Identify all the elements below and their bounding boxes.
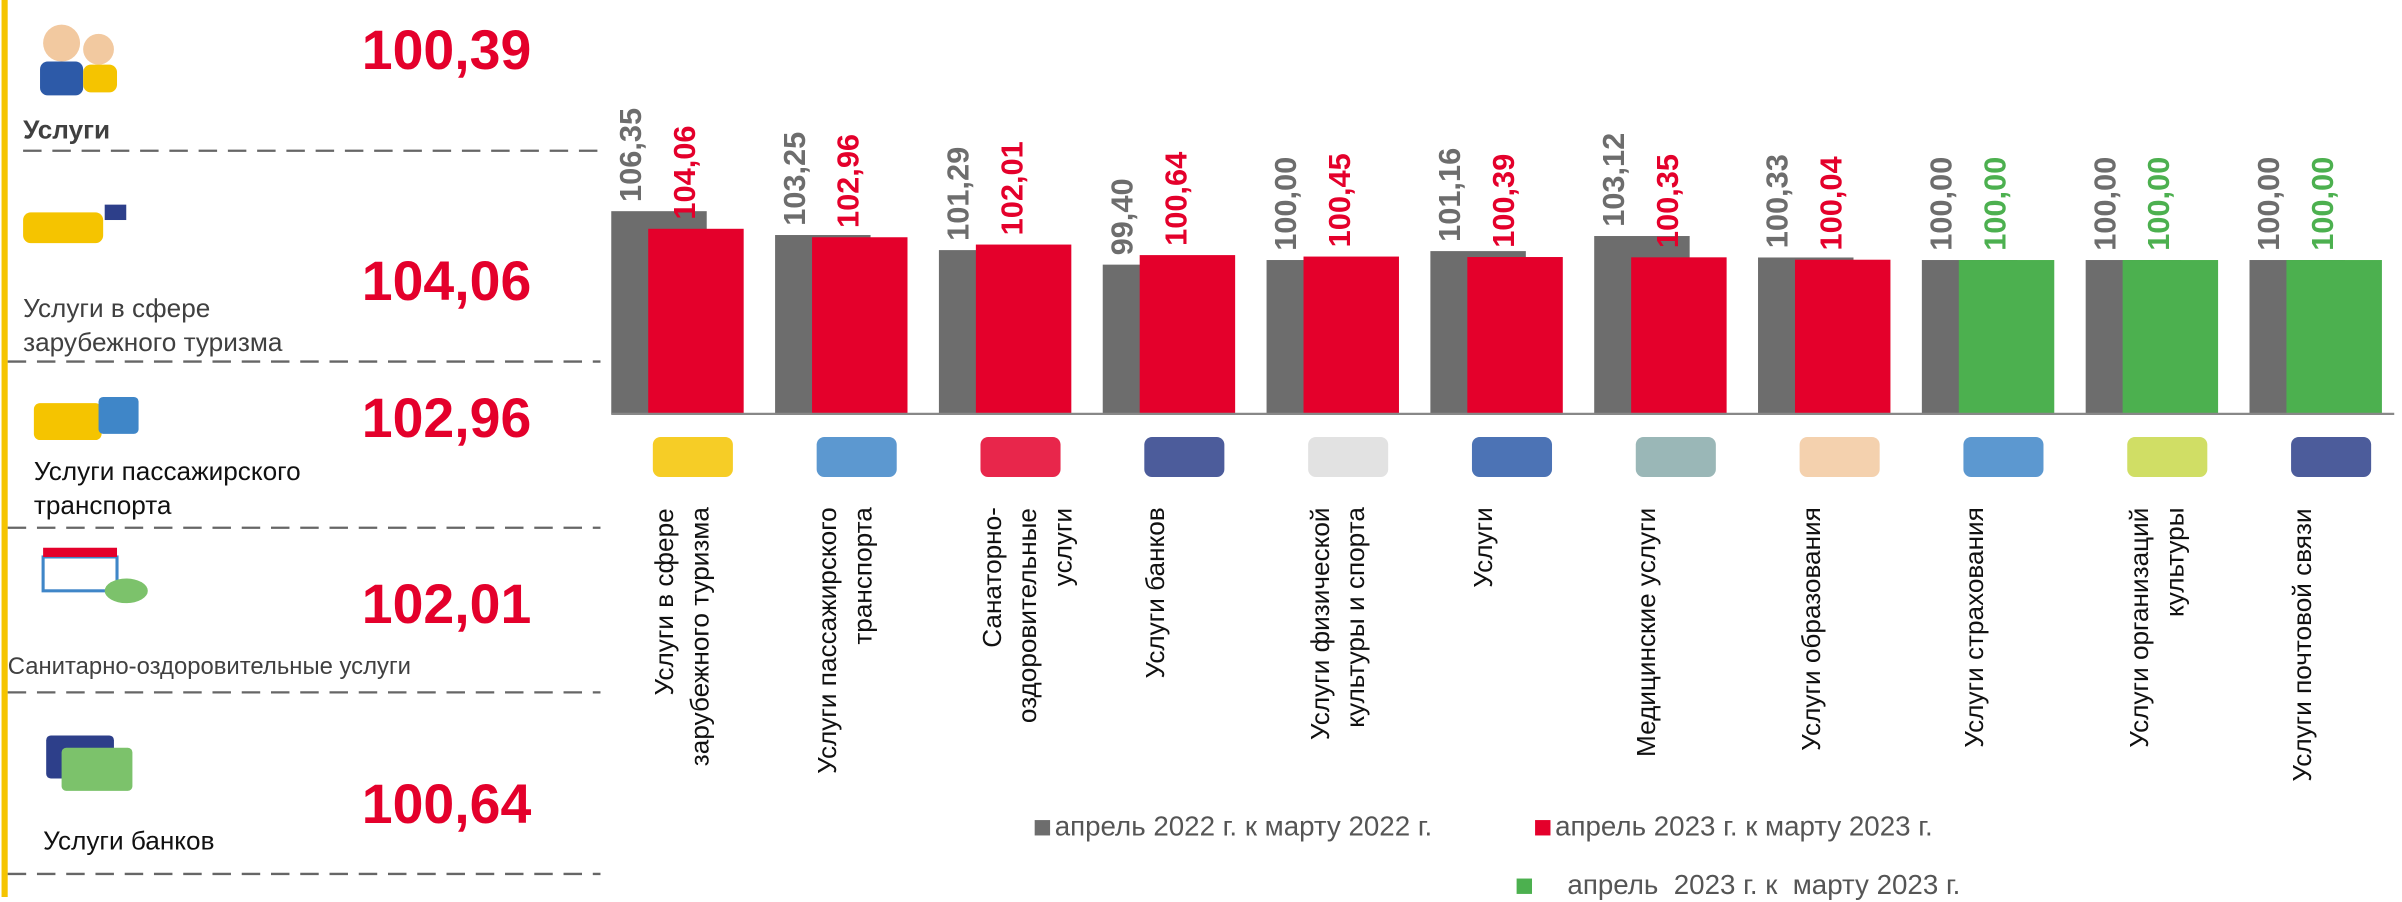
- category-label: Услуги образования: [1796, 507, 1826, 752]
- value-label: 101,16: [1432, 148, 1467, 242]
- bar: [975, 244, 1072, 414]
- value-label: 100,00: [2087, 157, 2122, 251]
- value-label: 100,35: [1650, 154, 1685, 248]
- value-label: 99,40: [1104, 178, 1139, 255]
- bar: [1467, 257, 1563, 414]
- category-label: Санаторно- оздоровительные услуги: [977, 507, 1078, 723]
- bar: [648, 228, 744, 414]
- category-label: Услуги организаций культуры: [2124, 507, 2189, 748]
- category-label: Услуги страхования: [1960, 507, 1990, 749]
- value-label: 101,29: [941, 147, 976, 241]
- category-icon: [1799, 436, 1880, 477]
- category-icon: [816, 436, 897, 477]
- service-label: Услуги: [23, 115, 111, 145]
- value-label: 100,64: [1158, 152, 1193, 246]
- service-value: 100,39: [361, 18, 532, 82]
- category-icon: [1963, 436, 2044, 477]
- bar: [1794, 259, 1891, 414]
- value-label: 104,06: [667, 125, 702, 219]
- category-label: Услуги: [1468, 507, 1499, 589]
- legend-swatch: [1034, 820, 1051, 836]
- bar: [2122, 260, 2219, 414]
- value-label: 106,35: [613, 108, 648, 202]
- legend-label: апрель 2022 г. к марту 2022 г.: [1054, 810, 1433, 842]
- category-label: Медицинские услуги: [1632, 507, 1662, 758]
- value-label: 100,04: [1814, 156, 1849, 250]
- bar: [1303, 256, 1399, 414]
- value-label: 102,96: [831, 134, 866, 228]
- service-label: Услуги в сфере зарубежного туризма: [23, 293, 283, 357]
- category-label: Услуги почтовой связи: [2287, 507, 2318, 781]
- left-icons: [23, 24, 148, 791]
- category-label: Услуги банков: [1141, 507, 1171, 680]
- category-label: Услуги пассажирского транспорта: [813, 507, 879, 775]
- value-label: 100,00: [2305, 157, 2340, 251]
- value-label: 100,00: [1977, 157, 2012, 251]
- value-label: 100,00: [1268, 157, 1303, 251]
- separators: [7, 149, 601, 876]
- value-label: 100,00: [2141, 157, 2176, 251]
- value-label: 102,01: [994, 141, 1029, 235]
- category-icon: [652, 436, 733, 477]
- category-icon: [1635, 436, 1716, 477]
- legend-swatch: [1516, 878, 1533, 894]
- category-icon: [2127, 436, 2208, 477]
- bar: [812, 237, 908, 414]
- value-label: 100,00: [2251, 157, 2286, 251]
- legend-label: апрель 2023 г. к марту 2023 г.: [1567, 869, 1961, 901]
- service-value: 100,64: [361, 772, 532, 836]
- bar: [1958, 260, 2055, 414]
- category-label: Услуги в сфере зарубежного туризма: [649, 507, 715, 767]
- value-label: 100,33: [1760, 154, 1795, 248]
- service-label: Санитарно-оздоровительные услуги: [7, 653, 412, 681]
- value-label: 100,45: [1322, 153, 1357, 247]
- legend-swatch: [1535, 820, 1551, 836]
- value-label: 103,25: [777, 132, 812, 226]
- value-label: 100,39: [1486, 154, 1521, 248]
- service-value: 102,96: [361, 386, 532, 450]
- legend-label: апрель 2023 г. к марту 2023 г.: [1555, 810, 1933, 842]
- category-icon: [2291, 436, 2372, 477]
- category-icon: [1308, 436, 1389, 477]
- category-icon: [1471, 436, 1553, 477]
- service-label: Услуги пассажирского транспорта: [33, 456, 301, 521]
- category-icon: [980, 436, 1061, 477]
- bar: [2286, 260, 2382, 414]
- category-icon: [1144, 436, 1225, 477]
- service-value: 104,06: [361, 249, 532, 313]
- category-label: Услуги физической культуры и спорта: [1305, 507, 1370, 741]
- value-label: 103,12: [1596, 133, 1631, 227]
- bar: [1631, 257, 1727, 414]
- bar: [1139, 255, 1236, 414]
- service-value: 102,01: [361, 572, 532, 636]
- value-label: 100,00: [1924, 157, 1959, 251]
- service-label: Услуги банков: [43, 826, 215, 856]
